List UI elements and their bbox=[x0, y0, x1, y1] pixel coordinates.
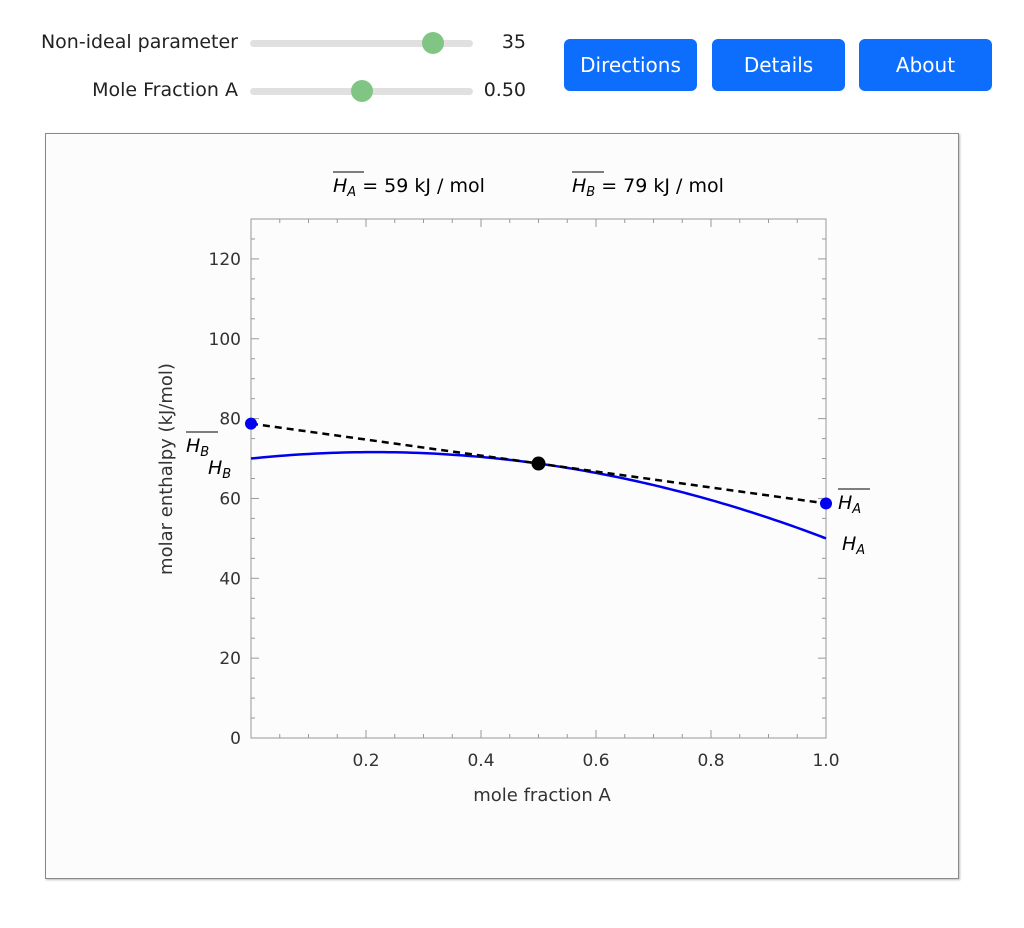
plot-frame bbox=[250, 218, 827, 739]
details-button[interactable]: Details bbox=[712, 39, 845, 91]
hb-bar-point bbox=[245, 417, 257, 430]
y-tick-label: 100 bbox=[209, 330, 241, 350]
label-hb: HB bbox=[208, 457, 231, 482]
molefraction-slider-thumb[interactable] bbox=[350, 80, 373, 102]
x-tick-label: 0.4 bbox=[467, 751, 494, 771]
y-tick-label: 0 bbox=[230, 729, 241, 749]
about-button[interactable]: About bbox=[859, 39, 992, 91]
enthalpy-chart: HA = 59 kJ / mol HB = 79 kJ / mol 0.2 0.4 0.… bbox=[156, 171, 870, 806]
header-ha: HA = 59 kJ / mol bbox=[333, 175, 485, 200]
directions-button[interactable]: Directions bbox=[564, 39, 697, 91]
nonideal-slider-thumb[interactable] bbox=[421, 32, 444, 54]
nonideal-slider[interactable] bbox=[250, 32, 473, 54]
molefraction-value: 0.50 bbox=[483, 79, 526, 101]
x-axis-label: mole fraction A bbox=[473, 785, 611, 806]
chart-panel: HA = 59 kJ / mol HB = 79 kJ / mol 0.2 0.4 0.… bbox=[45, 133, 959, 879]
y-tick-label: 60 bbox=[219, 489, 241, 509]
x-tick-label: 0.2 bbox=[352, 751, 379, 771]
mixture-point bbox=[531, 456, 546, 471]
x-tick-label: 1.0 bbox=[812, 751, 839, 771]
y-axis-label: molar enthalpy (kJ/mol) bbox=[156, 363, 177, 575]
label-ha: HA bbox=[842, 533, 865, 558]
x-tick-label: 0.6 bbox=[582, 751, 609, 771]
header-hb: HB = 79 kJ / mol bbox=[572, 175, 724, 200]
molefraction-label: Mole Fraction A bbox=[92, 79, 238, 101]
y-tick-label: 20 bbox=[219, 649, 241, 669]
label-ha-bar: HA bbox=[838, 492, 861, 517]
molefraction-slider[interactable] bbox=[250, 80, 473, 102]
nonideal-value: 35 bbox=[501, 31, 526, 53]
ha-bar-point bbox=[820, 497, 832, 510]
y-tick-label: 120 bbox=[209, 250, 241, 270]
x-tick-label: 0.8 bbox=[697, 751, 724, 771]
y-tick-label: 80 bbox=[219, 410, 241, 430]
y-tick-label: 40 bbox=[219, 569, 241, 589]
nonideal-label: Non-ideal parameter bbox=[40, 31, 238, 53]
label-hb-bar: HB bbox=[186, 435, 209, 460]
